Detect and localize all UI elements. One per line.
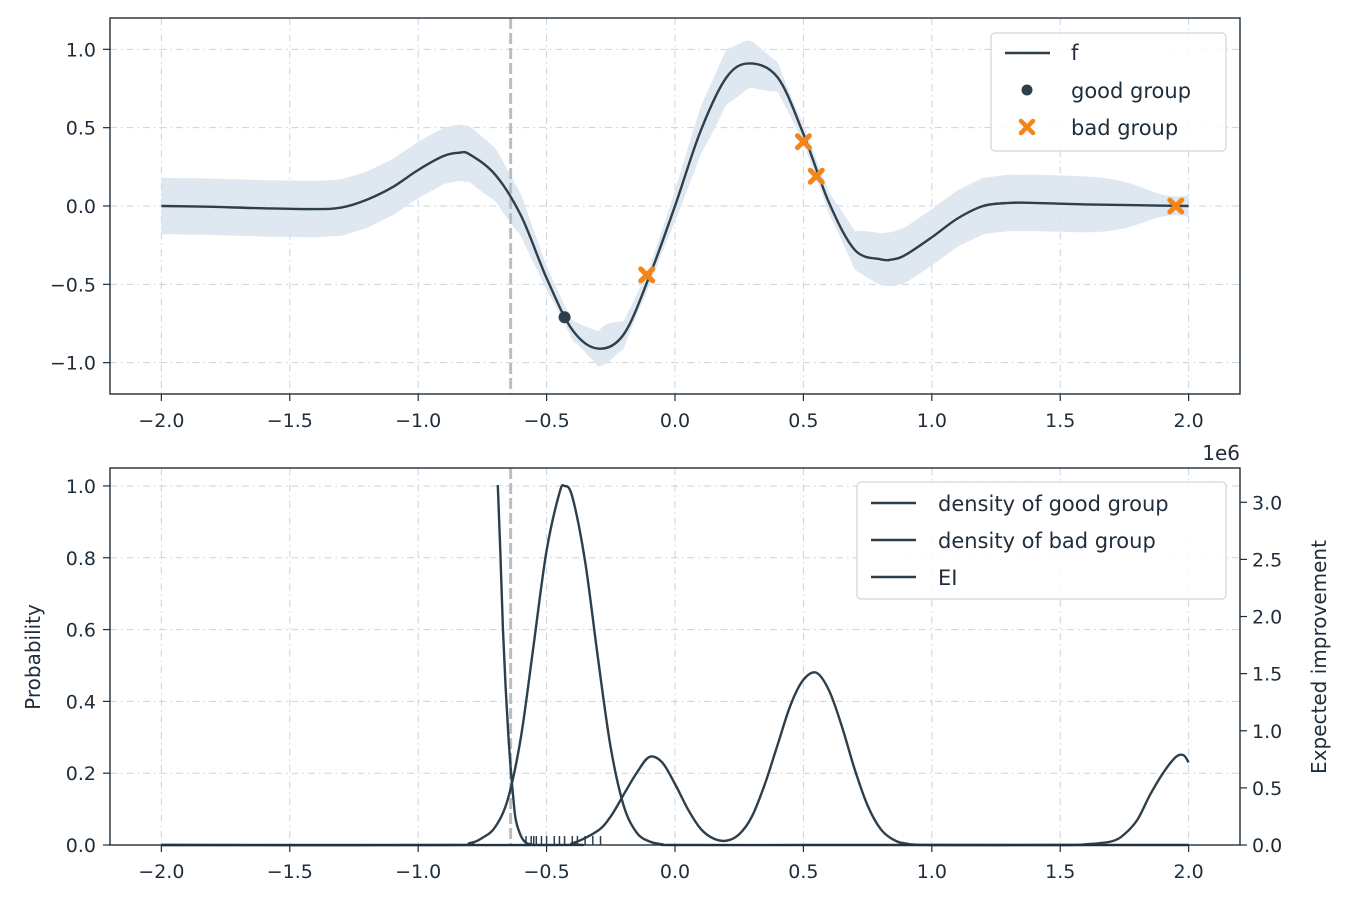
legend-density-good-label: density of good group xyxy=(938,492,1169,516)
y2-tick-label: 3.0 xyxy=(1252,492,1282,514)
function-panel-y-ticks: −1.0 −0.5 0.0 0.5 1.0 xyxy=(50,39,110,375)
legend-good-group-marker xyxy=(1021,84,1033,96)
y-tick-label: 0.4 xyxy=(66,691,96,713)
y-tick-label: 1.0 xyxy=(66,476,96,498)
density-panel-y-ticks: 0.0 0.2 0.4 0.6 0.8 1.0 xyxy=(66,476,110,857)
x-tick-label: −1.5 xyxy=(267,861,313,883)
legend-density-bad-label: density of bad group xyxy=(938,529,1156,553)
x-tick-label: −0.5 xyxy=(524,410,570,432)
function-panel-x-ticks: −2.0 −1.5 −1.0 −0.5 0.0 0.5 1.0 1.5 2.0 xyxy=(138,394,1204,432)
y-tick-label: 1.0 xyxy=(66,39,96,61)
legend-frame xyxy=(990,32,1227,152)
f-curve xyxy=(161,62,1189,350)
y-axis-label: Probability xyxy=(21,604,45,710)
y-tick-label: −1.0 xyxy=(50,353,96,375)
y2-axis-label: Expected improvement xyxy=(1307,540,1331,774)
bad-group-point xyxy=(794,133,812,151)
observation-points xyxy=(558,133,1185,324)
density-panel: −2.0 −1.5 −1.0 −0.5 0.0 0.5 1.0 1.5 2.0 0.00.20.… xyxy=(21,467,1331,883)
density-panel-right-y-ticks: 0.0 0.5 1.0 1.5 2.0 2.5 3.0 xyxy=(1240,492,1282,857)
x-tick-label: −1.0 xyxy=(395,861,441,883)
x-tick-label: 0.0 xyxy=(660,410,690,432)
x-tick-label: 0.5 xyxy=(788,861,818,883)
y-tick-label: 0.6 xyxy=(66,620,96,642)
bad-group-point xyxy=(807,167,825,185)
x-tick-label: 0.0 xyxy=(660,861,690,883)
density-bad-group-curve xyxy=(161,671,1190,847)
bad-group-point xyxy=(638,266,656,284)
x-tick-label: 1.5 xyxy=(1045,410,1075,432)
x-tick-label: −2.0 xyxy=(138,410,184,432)
x-tick-label: −0.5 xyxy=(524,861,570,883)
density-panel-legend: density of good group density of bad gro… xyxy=(856,481,1227,600)
x-tick-label: −1.0 xyxy=(395,410,441,432)
density-panel-x-ticks: −2.0 −1.5 −1.0 −0.5 0.0 0.5 1.0 1.5 2.0 xyxy=(138,845,1204,883)
y2-tick-label: 0.5 xyxy=(1252,778,1282,800)
x-tick-label: −2.0 xyxy=(138,861,184,883)
legend-good-group-label: good group xyxy=(1071,79,1191,103)
y2-tick-label: 2.0 xyxy=(1252,607,1282,629)
ei-curve xyxy=(496,485,535,847)
y-tick-label: 0.8 xyxy=(66,548,96,570)
legend-bad-group-marker xyxy=(1018,118,1036,136)
legend-f-label: f xyxy=(1071,41,1079,65)
x-tick-label: −1.5 xyxy=(267,410,313,432)
y-tick-label: 0.2 xyxy=(66,763,96,785)
legend-frame xyxy=(856,481,1227,600)
legend-ei-label: EI xyxy=(938,566,957,590)
y-tick-label: 0.5 xyxy=(66,118,96,140)
y2-tick-label: 2.5 xyxy=(1252,549,1282,571)
y2-tick-label: 1.5 xyxy=(1252,664,1282,686)
y-tick-label: −0.5 xyxy=(50,274,96,296)
x-tick-label: 1.0 xyxy=(917,410,947,432)
bad-group-point xyxy=(1167,197,1185,215)
x-tick-label: 0.5 xyxy=(788,410,818,432)
x-tick-label: 1.0 xyxy=(917,861,947,883)
y-tick-label: 0.0 xyxy=(66,835,96,857)
y-tick-label: 0.0 xyxy=(66,196,96,218)
x-tick-label: 2.0 xyxy=(1174,410,1204,432)
x-tick-label: 1.5 xyxy=(1045,861,1075,883)
function-panel: −2.0 −1.5 −1.0 −0.5 0.0 0.5 1.0 1.5 2.0 −1.0 −0.5… xyxy=(50,17,1241,432)
good-group-point xyxy=(558,311,571,324)
function-panel-legend: f good group bad group xyxy=(990,32,1227,152)
y2-tick-label: 0.0 xyxy=(1252,835,1282,857)
x-tick-label: 2.0 xyxy=(1174,861,1204,883)
x-axis-offset-label: 1e6 xyxy=(1202,441,1240,465)
y2-tick-label: 1.0 xyxy=(1252,721,1282,743)
legend-bad-group-label: bad group xyxy=(1071,116,1178,140)
sample-rug xyxy=(525,836,602,845)
